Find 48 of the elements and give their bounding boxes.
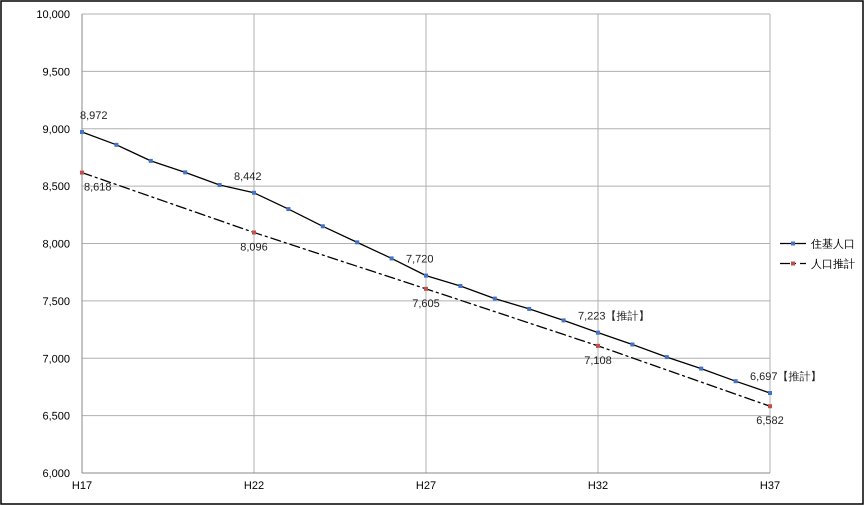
point — [114, 142, 118, 147]
point — [80, 170, 84, 175]
point — [734, 379, 738, 384]
data-label: 8,096 — [240, 241, 268, 254]
data-label: 7,605 — [412, 298, 440, 310]
point — [699, 366, 704, 371]
point — [320, 224, 325, 228]
point — [183, 170, 188, 174]
y-tick-label: 7,500 — [42, 296, 70, 308]
data-label: 8,618 — [84, 182, 112, 194]
data-label: 7,720 — [406, 254, 434, 266]
y-tick-label: 9,000 — [42, 124, 70, 136]
x-tick-label: H17 — [72, 480, 92, 492]
point — [252, 190, 256, 195]
x-tick-label: H22 — [244, 480, 264, 492]
data-label: 6,697【推計】 — [750, 370, 822, 384]
point — [355, 240, 360, 244]
y-tick-label: 10,000 — [36, 9, 70, 21]
y-tick-label: 6,500 — [42, 410, 70, 423]
data-label: 6,582 — [756, 415, 784, 428]
y-tick-label: 8,000 — [42, 238, 70, 250]
point — [80, 130, 84, 134]
point — [458, 284, 462, 288]
point — [664, 355, 669, 360]
point — [492, 296, 497, 301]
point — [286, 207, 290, 212]
data-label: 7,108 — [584, 354, 612, 367]
x-tick-label: H37 — [760, 480, 780, 492]
x-tick-label: H32 — [588, 480, 608, 492]
legend-label: 住基人口 — [811, 238, 855, 250]
y-tick-label: 6,000 — [42, 468, 70, 480]
x-tick-label: H27 — [416, 480, 436, 492]
legend-label: 人口推計 — [811, 258, 855, 270]
point — [562, 318, 566, 322]
y-tick-label: 8,500 — [42, 181, 70, 194]
data-label: 8,442 — [234, 170, 262, 183]
data-label: 8,972 — [80, 110, 108, 122]
point — [218, 182, 222, 187]
data-label: 7,223【推計】 — [578, 310, 650, 323]
y-tick-label: 7,000 — [42, 353, 70, 366]
point — [390, 256, 394, 260]
point — [148, 158, 153, 163]
point — [596, 330, 600, 335]
point — [630, 342, 634, 346]
y-tick-label: 9,500 — [42, 66, 70, 78]
point — [768, 391, 772, 396]
point — [424, 274, 428, 278]
point — [527, 306, 532, 311]
